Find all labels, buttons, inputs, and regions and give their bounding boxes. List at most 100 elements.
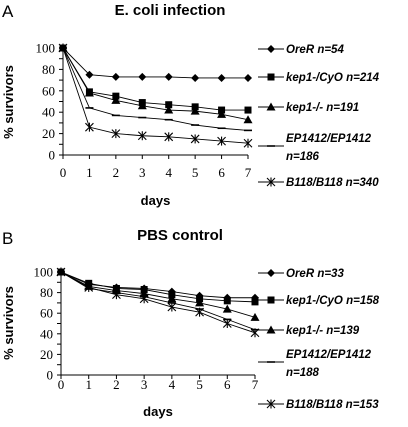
panel-a-series-1-point <box>138 72 147 81</box>
panel-b-x-tick-label: 1 <box>85 377 92 392</box>
panel-b-series-5-point <box>139 294 149 304</box>
panel-b-x-tick-label: 3 <box>141 377 148 392</box>
panel-a-series-1-point <box>85 70 94 79</box>
panel-b-y-tick-label: 60 <box>40 306 53 321</box>
panel-b-letter: B <box>2 229 13 248</box>
panel-a-series-3-point <box>217 109 227 118</box>
panel-a-legend-label: OreR n=54 <box>286 44 344 56</box>
panel-a-series-3-point <box>190 106 200 115</box>
panel-a-y-axis-label: % survivors <box>1 65 16 139</box>
panel-a-y-tick-label: 20 <box>42 126 55 141</box>
panel-a-series-5-point <box>111 129 121 139</box>
panel-b-legend-label: B118/B118 n=153 <box>286 399 379 411</box>
panel-b-x-tick-label: 7 <box>252 377 259 392</box>
panel-a-series-2-point <box>244 106 252 114</box>
panel-b-series-1-line <box>60 271 255 299</box>
panel-b-y-tick-label: 40 <box>40 326 53 341</box>
panel-a-series-3-point <box>84 88 94 97</box>
panel-a-legend-label: kep1-/- n=191 <box>286 102 359 114</box>
panel-b-y-tick-label: 100 <box>34 265 54 280</box>
panel-a-legend-label: kep1-/CyO n=214 <box>286 72 380 84</box>
panel-b-series-5-point <box>56 267 66 277</box>
panel-b-legend-label: kep1-/CyO n=158 <box>286 295 380 307</box>
panel-b-series-5-point <box>84 282 94 292</box>
panel-b-legend-marker <box>267 269 275 277</box>
panel-a-legend-label: n=186 <box>286 151 320 163</box>
panel-a-series-3-line <box>62 47 249 121</box>
panel-b-series-2-point <box>251 298 259 306</box>
panel-b-series-5-point <box>195 307 204 317</box>
panel-b-series-5-point <box>222 319 232 328</box>
panel-b-series-5-point <box>167 302 177 312</box>
panel-a-series-1-point <box>164 72 173 81</box>
panel-a-series-5-point <box>243 138 253 148</box>
panel-a-title: E. coli infection <box>115 2 226 19</box>
panel-b-series-3-point <box>139 289 149 298</box>
panel-a-series-1-line <box>62 47 248 79</box>
panel-b-series-3-point <box>222 304 232 313</box>
panel-b-series-4-line <box>60 271 256 331</box>
panel-a-x-tick-label: 2 <box>113 165 120 180</box>
panel-a-legend-marker <box>267 45 275 53</box>
panel-b-legend-marker <box>266 399 276 409</box>
panel-b-x-tick-label: 0 <box>58 377 65 392</box>
panel-a-y-tick-label: 0 <box>49 148 56 163</box>
panel-b-series-2-point <box>223 297 231 305</box>
panel-a-series-3-point <box>164 105 174 114</box>
panel-b-y-axis-label: % survivors <box>1 286 16 360</box>
panel-a-x-tick-label: 5 <box>192 165 199 180</box>
panel-b-legend-marker <box>267 296 275 304</box>
panel-a-x-axis-label: days <box>141 193 171 208</box>
panel-b-series-5-point <box>112 290 121 300</box>
panel-b-x-tick-label: 4 <box>169 377 176 392</box>
panel-a-y-tick-label: 100 <box>36 41 56 56</box>
panel-b-legend-marker <box>266 325 276 334</box>
panel-a-legend-label: B118/B118 n=340 <box>286 177 379 189</box>
panel-a-series-3-point <box>137 101 147 110</box>
panel-a-series-5-point <box>58 43 68 53</box>
panel-a-legend-label: EP1412/EP1412 <box>286 133 372 145</box>
panel-a-y-tick-label: 80 <box>42 62 55 77</box>
panel-b-legend-label: kep1-/- n=139 <box>286 325 360 337</box>
panel-b-x-tick-label: 6 <box>224 377 231 392</box>
panel-a-series-5-point <box>137 131 147 141</box>
panel-a-series-4-line <box>62 47 249 131</box>
panel-a-series-3-point <box>243 115 253 124</box>
panel-a-series-5-point <box>217 136 226 146</box>
panel-b-y-tick-label: 20 <box>40 347 53 362</box>
panel-a-x-tick-label: 3 <box>139 165 146 180</box>
panel-a-letter: A <box>2 2 14 21</box>
panel-a-y-tick-label: 60 <box>42 83 55 98</box>
panel-a-series-5-point <box>85 122 94 132</box>
panel-a-series-3-point <box>111 95 121 104</box>
panel-b-legend-label: EP1412/EP1412 <box>286 349 372 361</box>
panel-b-legend-label: OreR n=33 <box>286 268 344 280</box>
panel-a-series-1-point <box>191 73 200 82</box>
panel-a-series-5-point <box>190 134 200 144</box>
panel-b-series-3-point <box>250 312 260 321</box>
panel-b-series-5-point <box>250 328 260 338</box>
panel-a-series-1-point <box>217 73 226 82</box>
panel-a-series-5-point <box>164 132 174 142</box>
panel-b-x-tick-label: 5 <box>196 377 203 392</box>
panel-a-x-tick-label: 7 <box>245 165 252 180</box>
panel-b-series-3-point <box>167 294 177 303</box>
panel-b-x-tick-label: 2 <box>113 377 120 392</box>
panel-b-y-tick-label: 0 <box>47 368 54 383</box>
panel-a-series-1-point <box>244 73 252 82</box>
panel-b-y-tick-label: 80 <box>40 285 53 300</box>
panel-a-series-2-line <box>62 47 248 111</box>
panel-a-series-5-line <box>62 47 249 144</box>
panel-a-series-1-point <box>111 72 120 81</box>
panel-b-legend-label: n=188 <box>286 367 320 379</box>
panel-b-series-2-line <box>60 271 256 303</box>
panel-b-series-5-line <box>60 271 256 334</box>
panel-a-series-2-point <box>165 101 173 109</box>
panel-b-x-axis-label: days <box>143 404 173 419</box>
panel-a-x-tick-label: 1 <box>86 165 93 180</box>
panel-a-x-tick-label: 6 <box>218 165 225 180</box>
panel-a-y-tick-label: 40 <box>42 105 55 120</box>
panel-b-title: PBS control <box>137 227 223 244</box>
panel-a-legend-marker <box>266 177 276 187</box>
